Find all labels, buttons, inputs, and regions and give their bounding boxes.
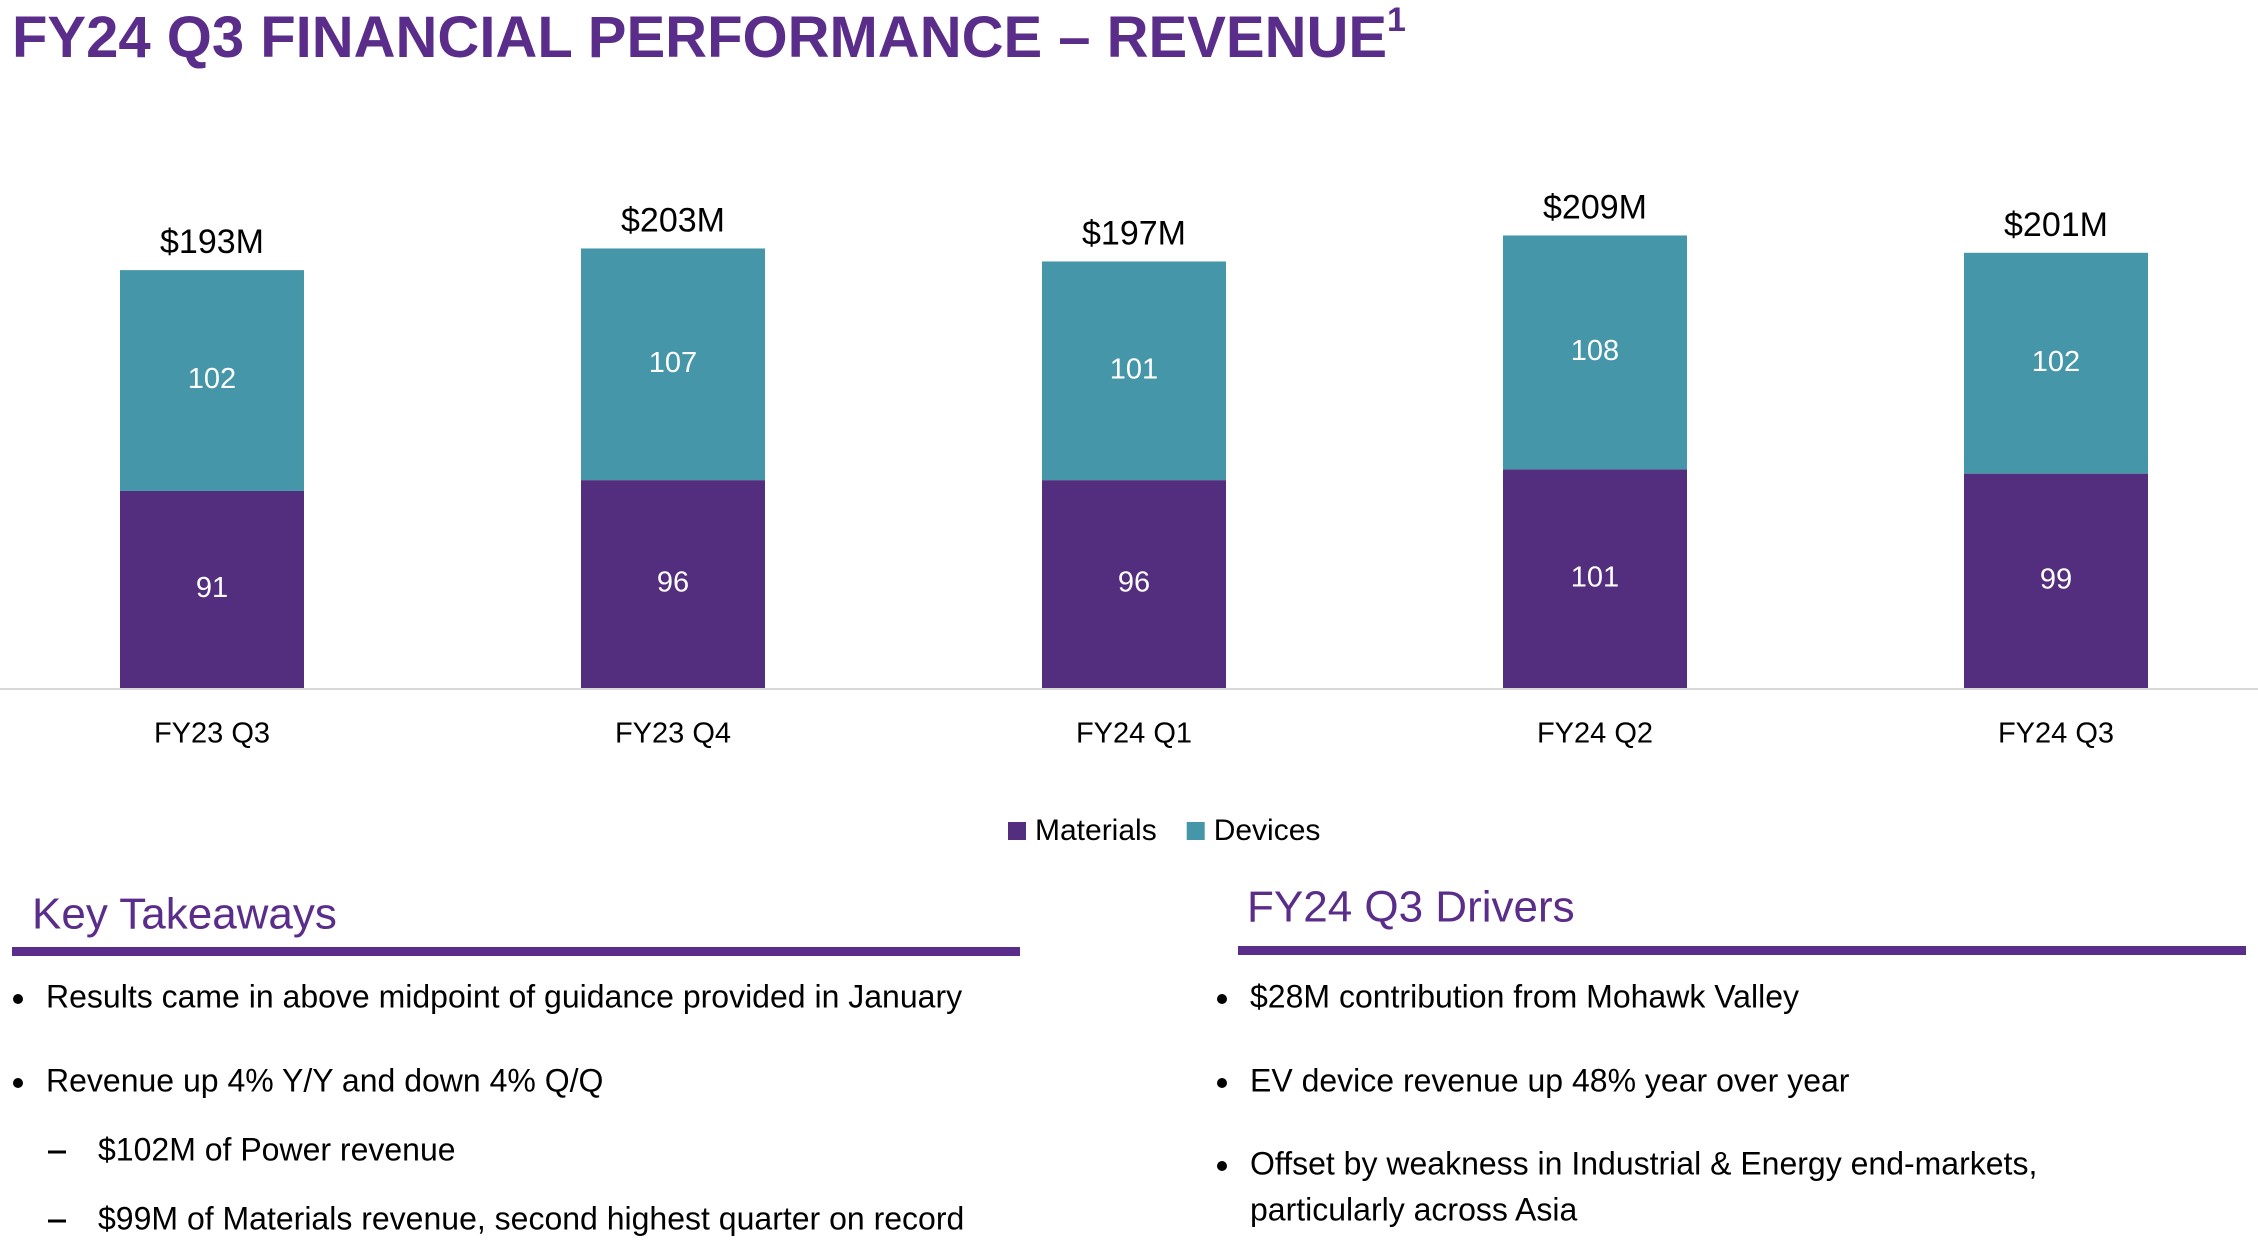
bullet-text: EV device revenue up 48% year over year <box>1250 1062 1850 1098</box>
value-label: 102 <box>2032 346 2080 378</box>
bar-segment <box>1503 469 1687 688</box>
value-label: 102 <box>188 363 236 395</box>
value-label: 91 <box>196 572 228 604</box>
legend-swatch <box>1008 822 1026 840</box>
value-label: 101 <box>1110 353 1158 385</box>
slide-title: FY24 Q3 FINANCIAL PERFORMANCE – REVENUE1 <box>12 1 1406 70</box>
section-rule <box>1238 946 2246 955</box>
total-label: $203M <box>621 201 725 239</box>
total-label: $201M <box>2004 206 2108 244</box>
bullet <box>1217 1161 1227 1171</box>
bar-segment <box>1964 252 2148 474</box>
bullet <box>13 1078 23 1088</box>
legend-label: Materials <box>1035 814 1157 847</box>
total-label: $193M <box>160 223 264 261</box>
bullet-text: Results came in above midpoint of guidan… <box>46 978 962 1014</box>
value-label: 96 <box>1118 567 1150 599</box>
x-tick-label: FY24 Q3 <box>1998 718 2114 750</box>
x-tick-label: FY24 Q1 <box>1076 718 1192 750</box>
legend-swatch <box>1186 822 1205 840</box>
title-text: FY24 Q3 FINANCIAL PERFORMANCE – REVENUE <box>12 5 1387 70</box>
total-label: $209M <box>1543 188 1647 226</box>
bullet <box>1217 1078 1227 1088</box>
value-label: 107 <box>649 347 697 379</box>
bar-segment <box>1964 473 2148 688</box>
x-tick-label: FY23 Q3 <box>154 718 270 750</box>
value-label: 96 <box>657 567 689 599</box>
section-heading: Key Takeaways <box>32 890 337 939</box>
legend-label: Devices <box>1214 814 1321 847</box>
bar-segment <box>581 480 765 688</box>
value-label: 108 <box>1571 335 1619 367</box>
bar-segment <box>120 490 304 688</box>
total-label: $197M <box>1082 214 1186 252</box>
x-tick-label: FY24 Q2 <box>1537 718 1653 750</box>
bar-segment <box>1042 261 1226 481</box>
bar-segment <box>1042 480 1226 688</box>
bullet-text: Offset by weakness in Industrial & Energ… <box>1250 1145 2037 1181</box>
sub-bullet-text: $102M of Power revenue <box>98 1131 456 1167</box>
bullet <box>1217 994 1227 1004</box>
bar-segment <box>120 270 304 491</box>
value-label: 101 <box>1571 561 1619 593</box>
bullet <box>13 994 23 1004</box>
bullet-text: $28M contribution from Mohawk Valley <box>1250 978 1799 1014</box>
value-label: 99 <box>2040 563 2072 595</box>
bar-segment <box>581 248 765 481</box>
bullet-text: particularly across Asia <box>1250 1191 1577 1227</box>
x-tick-label: FY23 Q4 <box>615 718 731 750</box>
title-footnote: 1 <box>1387 1 1406 39</box>
section-heading: FY24 Q3 Drivers <box>1247 883 1575 932</box>
section-rule <box>12 947 1020 956</box>
sub-bullet-text: $99M of Materials revenue, second highes… <box>98 1200 964 1236</box>
bullet-text: Revenue up 4% Y/Y and down 4% Q/Q <box>46 1062 603 1098</box>
bar-segment <box>1503 235 1687 470</box>
